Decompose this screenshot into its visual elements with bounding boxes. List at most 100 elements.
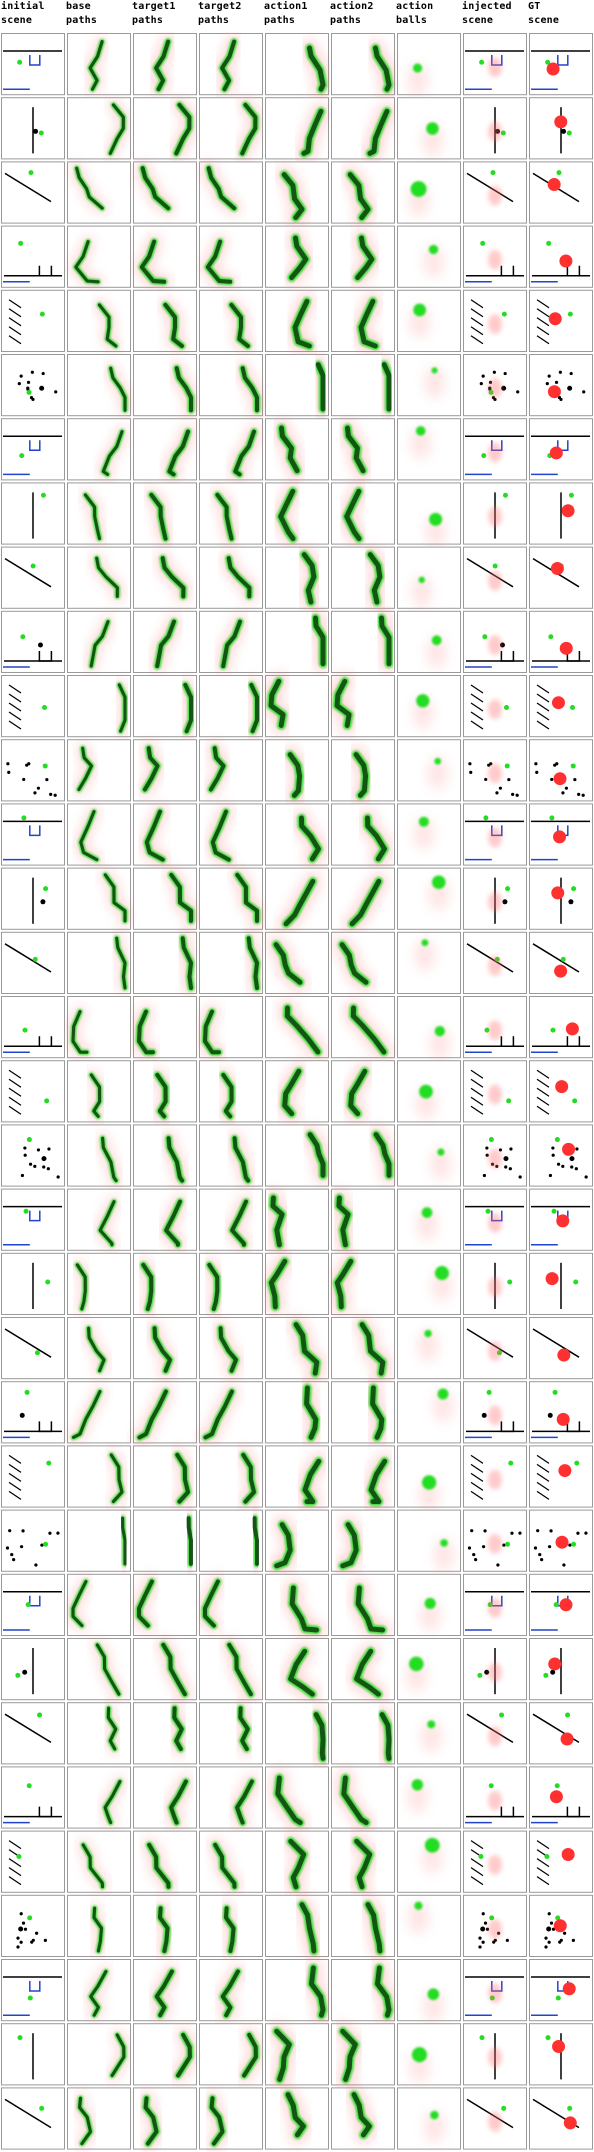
cell-injected-scene [463,289,527,352]
scene-dot [504,1165,508,1169]
dark-path-core [302,1458,322,1505]
cell-base-paths [67,610,131,673]
black-ball [22,1669,28,1675]
cell-frame [397,1124,461,1187]
scene-dot [489,762,493,766]
scene-dot [481,1940,485,1944]
cell-frame [1,2087,65,2150]
green-ball [22,1027,28,1033]
dark-path-core [98,1200,116,1247]
cell-target2-paths [199,803,263,867]
scene-slat [536,1867,550,1877]
action-ball [427,1988,440,2001]
red-ball [559,641,573,655]
scene-dot [510,1531,514,1535]
scene-slat [8,1867,22,1877]
green-ball [19,453,25,459]
cell-target2-paths [198,1381,263,1445]
cell-target2-paths [199,1317,263,1380]
scene-dot [507,777,511,782]
green-ball [25,1602,31,1608]
red-heat [488,699,502,720]
scene-cup [29,55,41,66]
dark-path-core [273,942,303,985]
cell-initial-scene [1,1252,65,1316]
cell-action2-paths [331,1702,398,1767]
cell-target2-paths [199,2087,263,2151]
scene-basket [38,1806,53,1818]
cell-action-balls [397,996,461,1060]
dark-path-core [381,362,392,412]
dark-path-core [110,2033,126,2078]
cell-injected-scene [463,354,527,417]
dark-path-core [235,872,259,923]
cell-action1-paths [265,482,329,548]
green-ball [24,1389,30,1395]
cell-base-paths [67,1317,131,1380]
cell-base-paths [67,225,131,288]
cell-frame [1,225,65,288]
dark-path-core [71,1579,88,1628]
scene-dot [26,380,31,384]
cell-action2-paths [331,1060,395,1123]
dark-path-core [155,619,176,669]
cell-gt-scene [529,97,593,160]
cell-frame [397,867,461,930]
red-heat [488,1790,502,1811]
action-heat [409,305,430,338]
red-ball [557,1348,571,1362]
scene-dot [481,1912,485,1916]
scene-slat [8,1481,22,1491]
green-ball [39,311,45,317]
cell-action-balls [397,482,461,548]
scene-slat [536,720,550,730]
cell-action-balls [397,931,461,994]
cell-base-paths [67,1766,131,1829]
scene-slat [536,1876,550,1886]
cell-injected-scene [463,1573,527,1637]
scene-dot [8,1529,12,1533]
green-ball [39,2105,45,2111]
cell-initial-scene [1,675,65,738]
scene-cup [29,440,41,451]
scene-basket [500,1036,515,1047]
action-heat [426,636,447,669]
cell-gt-scene [529,2087,593,2150]
cell-target1-paths [133,1445,197,1509]
cell-action2-paths [331,1959,398,2024]
scene-slat [8,1069,22,1079]
black-ball [561,128,567,134]
dark-path-core [373,45,392,92]
cell-initial-scene [1,1766,65,1829]
scene-ramp [4,557,52,588]
dark-path-core [292,298,312,349]
dark-path-core [370,1385,385,1440]
green-ball [566,130,572,136]
scene-dot [41,371,45,376]
action-heat [424,2111,445,2144]
dark-path-core [233,429,256,477]
cell-gt-scene [529,675,593,738]
dark-path-core [242,2032,258,2078]
cell-initial-scene [1,418,65,481]
dark-path-core [359,1322,386,1376]
cell-initial-scene [1,1702,65,1765]
scene-slat [536,1105,550,1115]
scene-basket [500,1806,515,1818]
scene-slat [8,1463,22,1473]
dark-path-core [103,1779,122,1825]
black-ball [503,1156,509,1162]
cell-base-paths [67,803,131,866]
cell-frame [397,1638,461,1701]
scene-dot [535,770,539,774]
cell-frame [397,1894,461,1958]
green-ball [571,886,577,892]
dark-path-core [172,1706,184,1751]
scene-dot [468,762,472,766]
red-heat [488,442,502,463]
scene-dot [515,793,519,797]
green-ball [40,492,46,498]
scene-basket [38,265,53,277]
scene-dot [17,382,21,386]
cell-action1-paths [265,1830,329,1896]
